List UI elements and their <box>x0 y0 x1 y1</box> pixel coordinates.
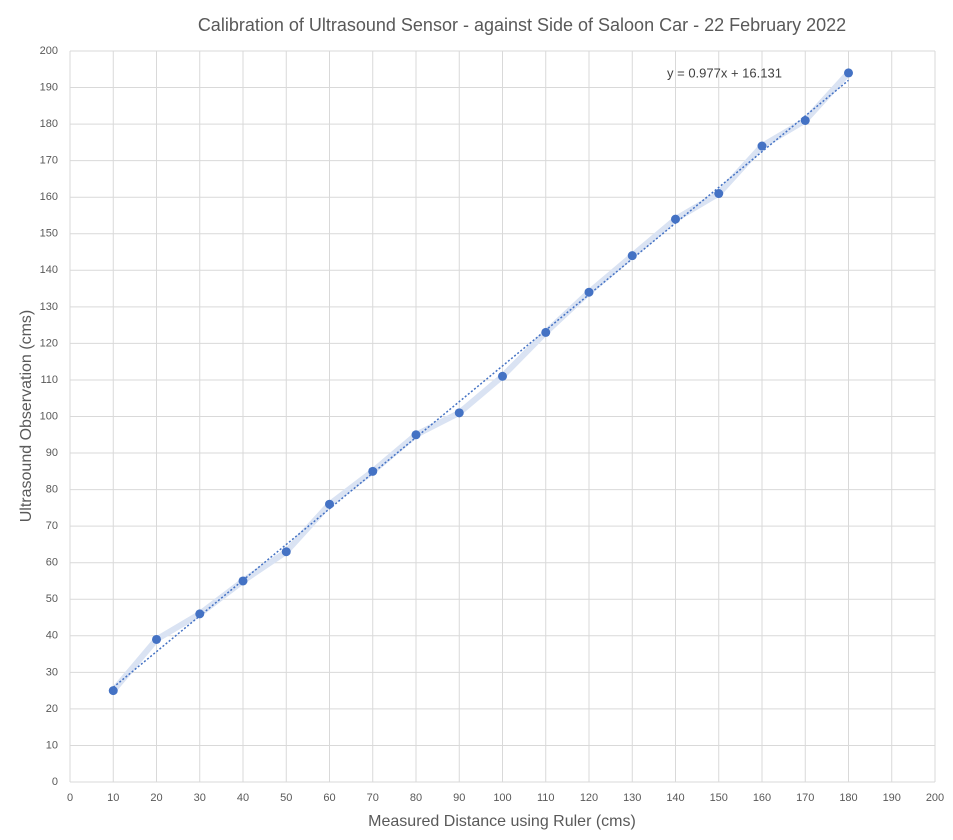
y-tick-label: 50 <box>46 593 58 605</box>
y-tick-label: 70 <box>46 520 58 532</box>
y-tick-label: 110 <box>40 374 58 386</box>
point <box>368 466 378 476</box>
x-tick-label: 100 <box>493 792 511 804</box>
x-tick-label: 80 <box>410 792 422 804</box>
x-tick-label: 20 <box>150 792 162 804</box>
point <box>627 251 637 261</box>
x-tick-label: 30 <box>194 792 206 804</box>
y-tick-label: 90 <box>46 447 58 459</box>
point <box>498 371 507 381</box>
x-tick-label: 190 <box>883 792 901 804</box>
point <box>714 189 724 199</box>
y-tick-label: 130 <box>40 301 58 313</box>
x-tick-label: 130 <box>623 792 641 804</box>
point <box>325 499 334 509</box>
point <box>454 408 464 418</box>
x-tick-label: 0 <box>67 792 73 804</box>
y-axis-label: Ultrasound Observation (cms) <box>18 310 35 523</box>
y-tick-label: 20 <box>46 703 58 715</box>
point <box>108 686 118 696</box>
x-tick-label: 120 <box>580 792 598 804</box>
series-line <box>110 70 851 693</box>
trendline-label: y = 0.977x + 16.131 <box>667 65 782 80</box>
y-tick-label: 150 <box>40 228 58 240</box>
point <box>757 141 767 151</box>
point <box>671 214 680 224</box>
x-tick-label: 140 <box>666 792 684 804</box>
point <box>844 68 853 78</box>
y-tick-label: 120 <box>40 337 58 349</box>
y-tick-label: 0 <box>52 776 58 788</box>
x-tick-label: 90 <box>453 792 465 804</box>
y-tick-label: 40 <box>46 630 58 642</box>
x-tick-label: 40 <box>237 792 249 804</box>
y-tick-label: 170 <box>40 155 58 167</box>
y-tick-label: 60 <box>46 557 58 569</box>
point <box>152 634 161 644</box>
point <box>238 576 248 586</box>
x-tick-label: 170 <box>796 792 814 804</box>
chart-title: Calibration of Ultrasound Sensor - again… <box>198 15 846 35</box>
x-tick-label: 60 <box>323 792 335 804</box>
x-tick-label: 50 <box>280 792 292 804</box>
y-tick-label: 160 <box>40 191 58 203</box>
x-axis-label: Measured Distance using Ruler (cms) <box>368 813 636 830</box>
point <box>541 327 551 337</box>
y-tick-label: 200 <box>40 45 58 57</box>
x-tick-label: 10 <box>107 792 119 804</box>
trendline <box>112 79 849 688</box>
y-tick-label: 10 <box>46 739 58 751</box>
point <box>411 430 421 440</box>
point <box>281 547 291 557</box>
y-tick-label: 30 <box>46 666 58 678</box>
y-tick-label: 190 <box>40 81 58 93</box>
x-tick-label: 110 <box>537 792 555 804</box>
y-tick-label: 100 <box>40 410 58 422</box>
x-tick-label: 150 <box>710 792 728 804</box>
x-tick-label: 160 <box>753 792 771 804</box>
point <box>584 287 594 297</box>
y-tick-label: 180 <box>40 118 58 130</box>
y-tick-label: 80 <box>46 484 58 496</box>
point <box>800 115 810 125</box>
y-tick-label: 140 <box>40 264 58 276</box>
x-tick-label: 70 <box>367 792 379 804</box>
point <box>195 609 205 619</box>
x-tick-label: 180 <box>839 792 857 804</box>
x-tick-label: 200 <box>926 792 944 804</box>
